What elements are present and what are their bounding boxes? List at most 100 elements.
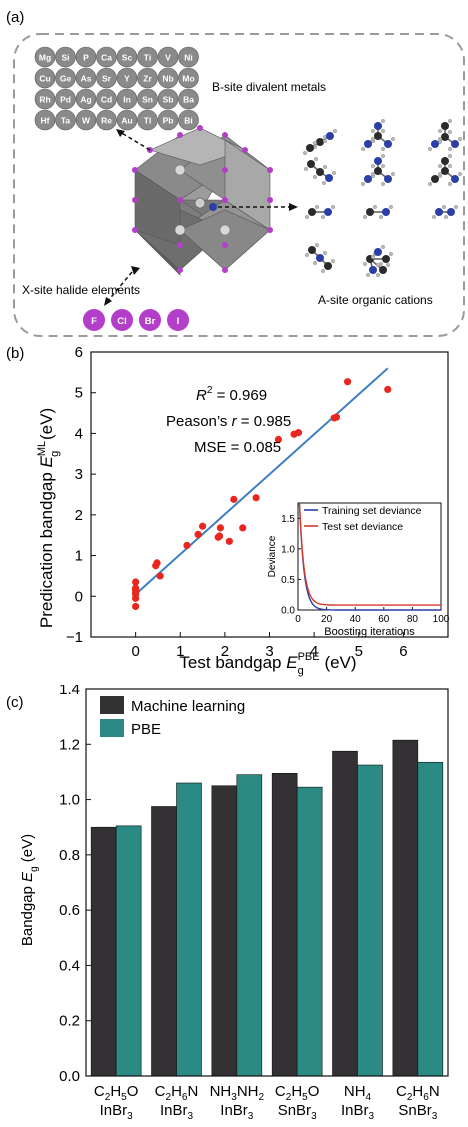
x-site-title: X-site halide elements — [22, 283, 140, 297]
legend-label-pbe: PBE — [131, 721, 161, 738]
b-site-element-symbol: Bi — [184, 116, 193, 126]
bar-category-halide: SnBr3 — [398, 1102, 437, 1122]
inset-legend-label: Test set deviance — [322, 521, 403, 533]
inset-y-tick-label: 1.5 — [281, 514, 295, 525]
b-site-element-symbol: Au — [121, 116, 132, 126]
panel-c-bar-chart: (c) 0.00.20.40.60.81.01.21.4C2H5OInBr3C2… — [6, 685, 449, 1122]
bar-ml — [90, 826, 117, 1077]
x-tick-label: 1 — [176, 643, 184, 660]
a-site-title: A-site organic cations — [318, 293, 433, 307]
b-site-element-sphere — [116, 109, 138, 131]
bar-pbe — [176, 782, 202, 1077]
bar-category-halide: InBr3 — [100, 1102, 134, 1122]
scatter-point — [198, 522, 207, 530]
halide-atom — [197, 125, 203, 131]
b-site-element-sphere — [157, 67, 179, 89]
schematic-frame — [13, 33, 465, 337]
b-site-element-symbol: Y — [124, 74, 130, 84]
b-site-element-sphere — [178, 109, 199, 131]
b-site-element-grid: Mg Si P Ca Sc Ti V Ni Cu Ge As Sr Y Zr Nb Mo Rh Pd Ag Cd In S… — [34, 46, 199, 131]
scatter-point — [132, 584, 140, 592]
b-site-element-symbol: Ti — [144, 53, 151, 63]
a-site-organic-cations — [303, 118, 463, 278]
inset-x-tick-label: 60 — [378, 614, 390, 625]
bar-category-formula: NH3NH2 — [210, 1083, 265, 1103]
a-site-cation-marker — [209, 203, 217, 211]
organic-cation-molecule — [428, 118, 463, 151]
b-site-element-sphere — [178, 88, 199, 110]
b-site-element-sphere — [178, 46, 199, 68]
panel-b-label: (b) — [6, 345, 24, 362]
inset-y-tick-label: 0.5 — [281, 575, 295, 586]
organic-cation-molecule — [363, 204, 394, 219]
halide-sphere — [111, 309, 133, 331]
x-tick-label: 5 — [355, 643, 363, 660]
scatter-point — [332, 413, 341, 421]
bar-ml — [151, 806, 177, 1077]
inset-x-axis-label: Boosting iterations — [324, 626, 415, 638]
panel-a-label: (a) — [6, 9, 24, 26]
bar-pbe — [357, 764, 383, 1077]
inset-series-line — [298, 502, 441, 611]
panel-c-label: (c) — [6, 694, 24, 711]
b-site-element-sphere — [55, 109, 76, 131]
b-site-element-symbol: Mg — [39, 53, 51, 63]
legend-swatch-pbe — [100, 719, 124, 737]
halide-atom — [132, 227, 138, 233]
inset-y-tick-label: 0.0 — [281, 606, 295, 617]
scatter-point — [225, 537, 233, 545]
halide-atom — [177, 267, 183, 273]
bar-y-tick-label: 1.2 — [59, 736, 80, 753]
bar-ml — [271, 773, 298, 1077]
bar-category-halide: InBr3 — [220, 1102, 254, 1122]
x-tick-label: 3 — [265, 643, 273, 660]
bar-y-tick-label: 0.4 — [59, 957, 80, 974]
y-tick-label: −1 — [66, 629, 83, 646]
halide-atom — [222, 167, 228, 173]
b-site-element-sphere — [34, 109, 56, 131]
b-site-element-sphere — [55, 88, 76, 110]
y-tick-label: 3 — [75, 466, 83, 483]
b-site-element-sphere — [34, 67, 56, 89]
halide-sphere — [139, 309, 161, 331]
inset-x-tick-label: 40 — [350, 614, 362, 625]
b-site-element-symbol: Tl — [144, 116, 152, 126]
halide-sphere — [167, 309, 189, 331]
halide-atom — [132, 167, 138, 173]
inset-x-tick-label: 80 — [407, 614, 419, 625]
organic-cation-molecule — [363, 244, 394, 278]
b-site-element-sphere — [137, 109, 158, 131]
b-site-element-symbol: Ca — [101, 53, 112, 63]
b-site-element-symbol: Re — [101, 116, 112, 126]
organic-cation-molecule — [304, 156, 337, 185]
scatter-point — [156, 572, 164, 580]
bar-category-formula: C2H5O — [94, 1083, 138, 1103]
b-site-element-sphere — [96, 67, 117, 89]
stat-r-squared: R2 = 0.969 — [196, 385, 267, 404]
b-site-element-sphere — [75, 67, 97, 89]
b-site-element-sphere — [34, 88, 56, 110]
y-tick-label: 6 — [75, 344, 83, 361]
x-tick-label: 0 — [131, 643, 139, 660]
halide-atom — [267, 227, 273, 233]
b-site-element-sphere — [157, 46, 179, 68]
b-site-element-symbol: Pb — [163, 116, 174, 126]
scatter-point — [252, 494, 260, 502]
stat-pearson-r: Peason’s r = 0.985 — [166, 413, 291, 430]
b-site-element-symbol: Cd — [101, 95, 112, 105]
organic-cation-molecule — [361, 153, 396, 186]
inset-frame — [297, 502, 442, 611]
b-site-element-sphere — [96, 109, 117, 131]
b-site-element-sphere — [75, 109, 97, 131]
organic-cation-molecule — [305, 242, 336, 274]
b-site-element-sphere — [157, 109, 179, 131]
scatter-point — [194, 530, 202, 538]
scatter-point — [132, 578, 140, 586]
schematic-arrows — [106, 131, 290, 303]
halide-symbol: I — [177, 316, 180, 327]
b-site-element-sphere — [55, 46, 76, 68]
halide-symbol: F — [91, 316, 97, 327]
arrow-head-a-site — [289, 203, 298, 211]
b-site-element-symbol: Mo — [182, 74, 194, 84]
b-site-element-sphere — [75, 88, 97, 110]
